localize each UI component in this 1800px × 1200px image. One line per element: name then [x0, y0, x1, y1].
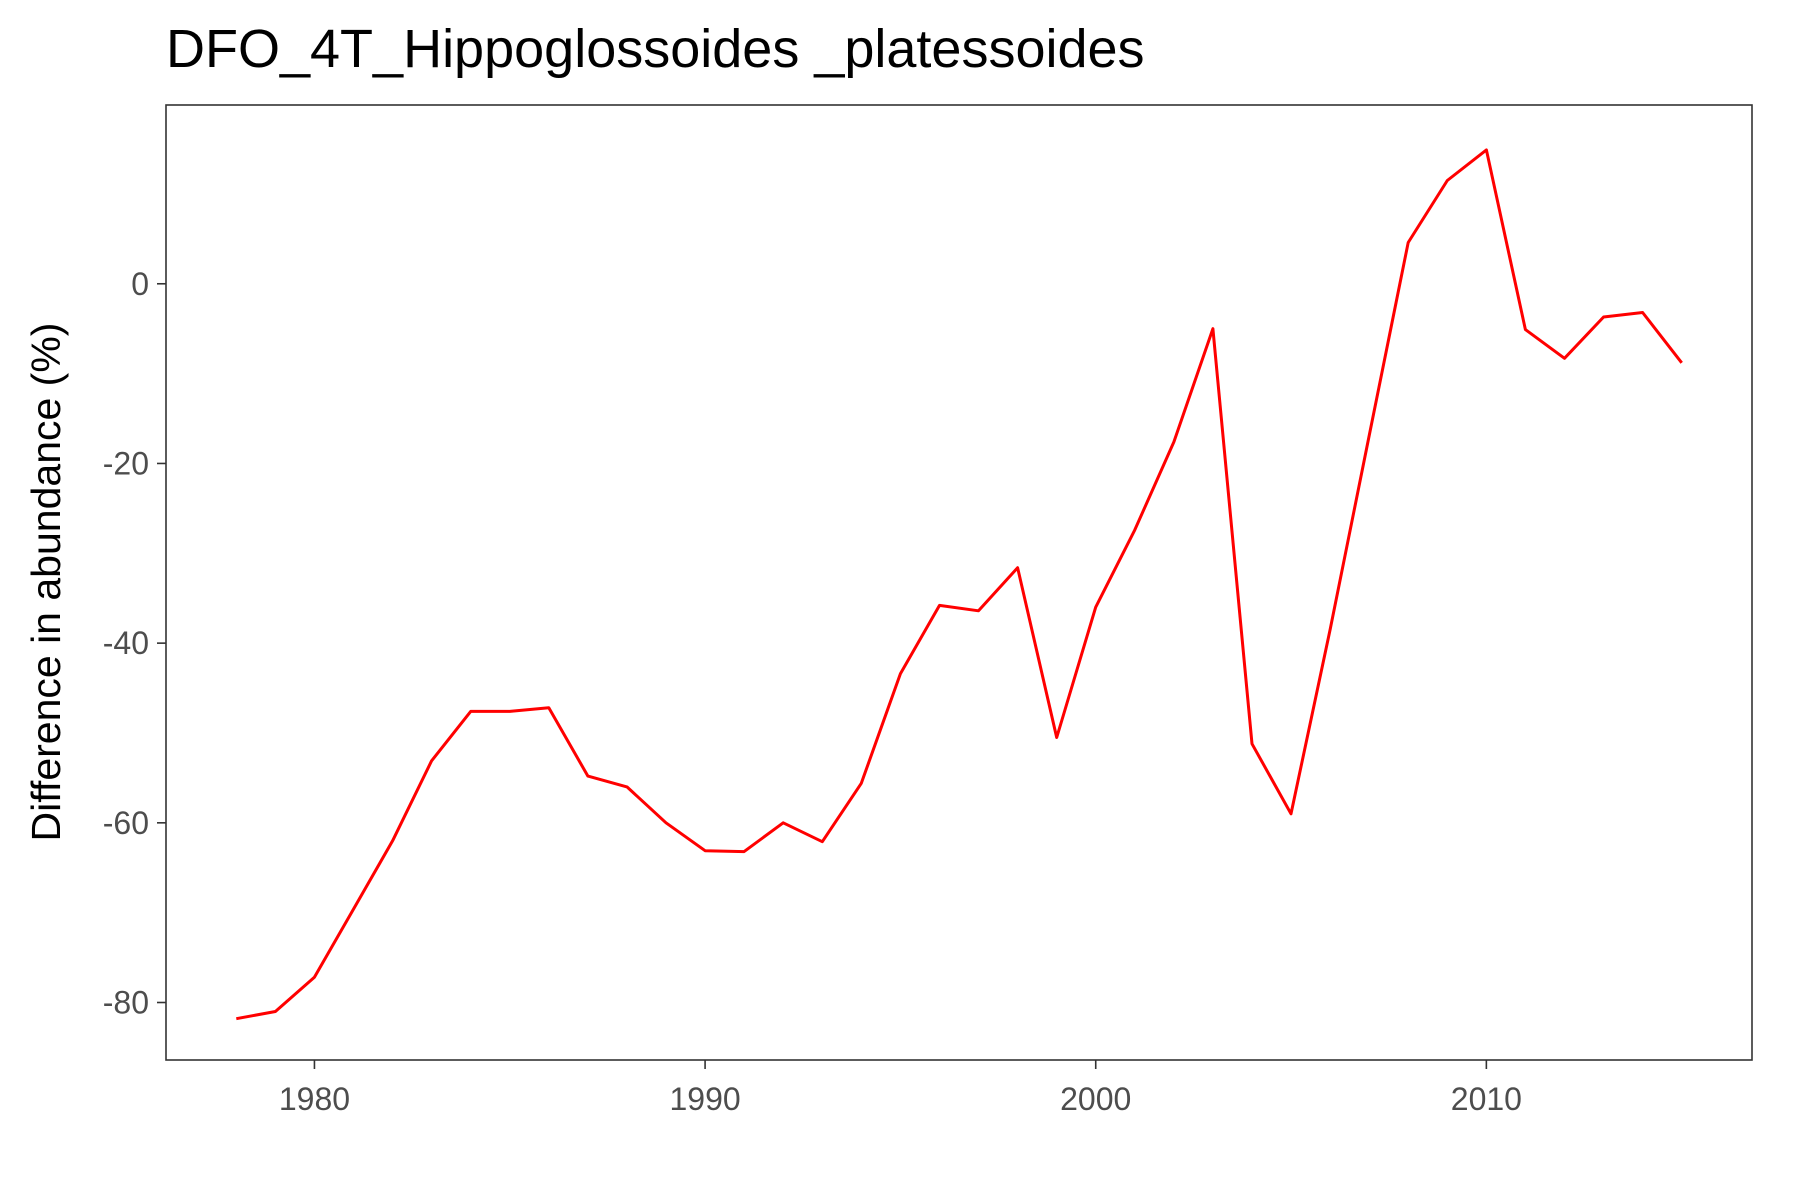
y-tick-label: -40 — [103, 625, 149, 661]
plot-series — [236, 148, 1683, 1021]
x-tick-label: 2000 — [1060, 1081, 1131, 1117]
y-tick-label: -80 — [103, 985, 149, 1021]
y-tick-label: 0 — [131, 266, 149, 302]
y-axis-label: Difference in abundance (%) — [23, 323, 69, 842]
chart-title: DFO_4T_Hippoglossoides _platessoides — [166, 19, 1145, 79]
x-tick-label: 2010 — [1451, 1081, 1522, 1117]
y-tick-label: -60 — [103, 805, 149, 841]
y-tick-label: -20 — [103, 445, 149, 481]
plot-panel-border — [165, 104, 1753, 1061]
x-tick-label: 1980 — [279, 1081, 350, 1117]
y-axis: -80 -60 -40 -20 0 — [103, 266, 166, 1021]
series-line — [236, 148, 1683, 1021]
x-tick-label: 1990 — [669, 1081, 740, 1117]
x-axis: 1980 1990 2000 2010 — [279, 1060, 1522, 1117]
